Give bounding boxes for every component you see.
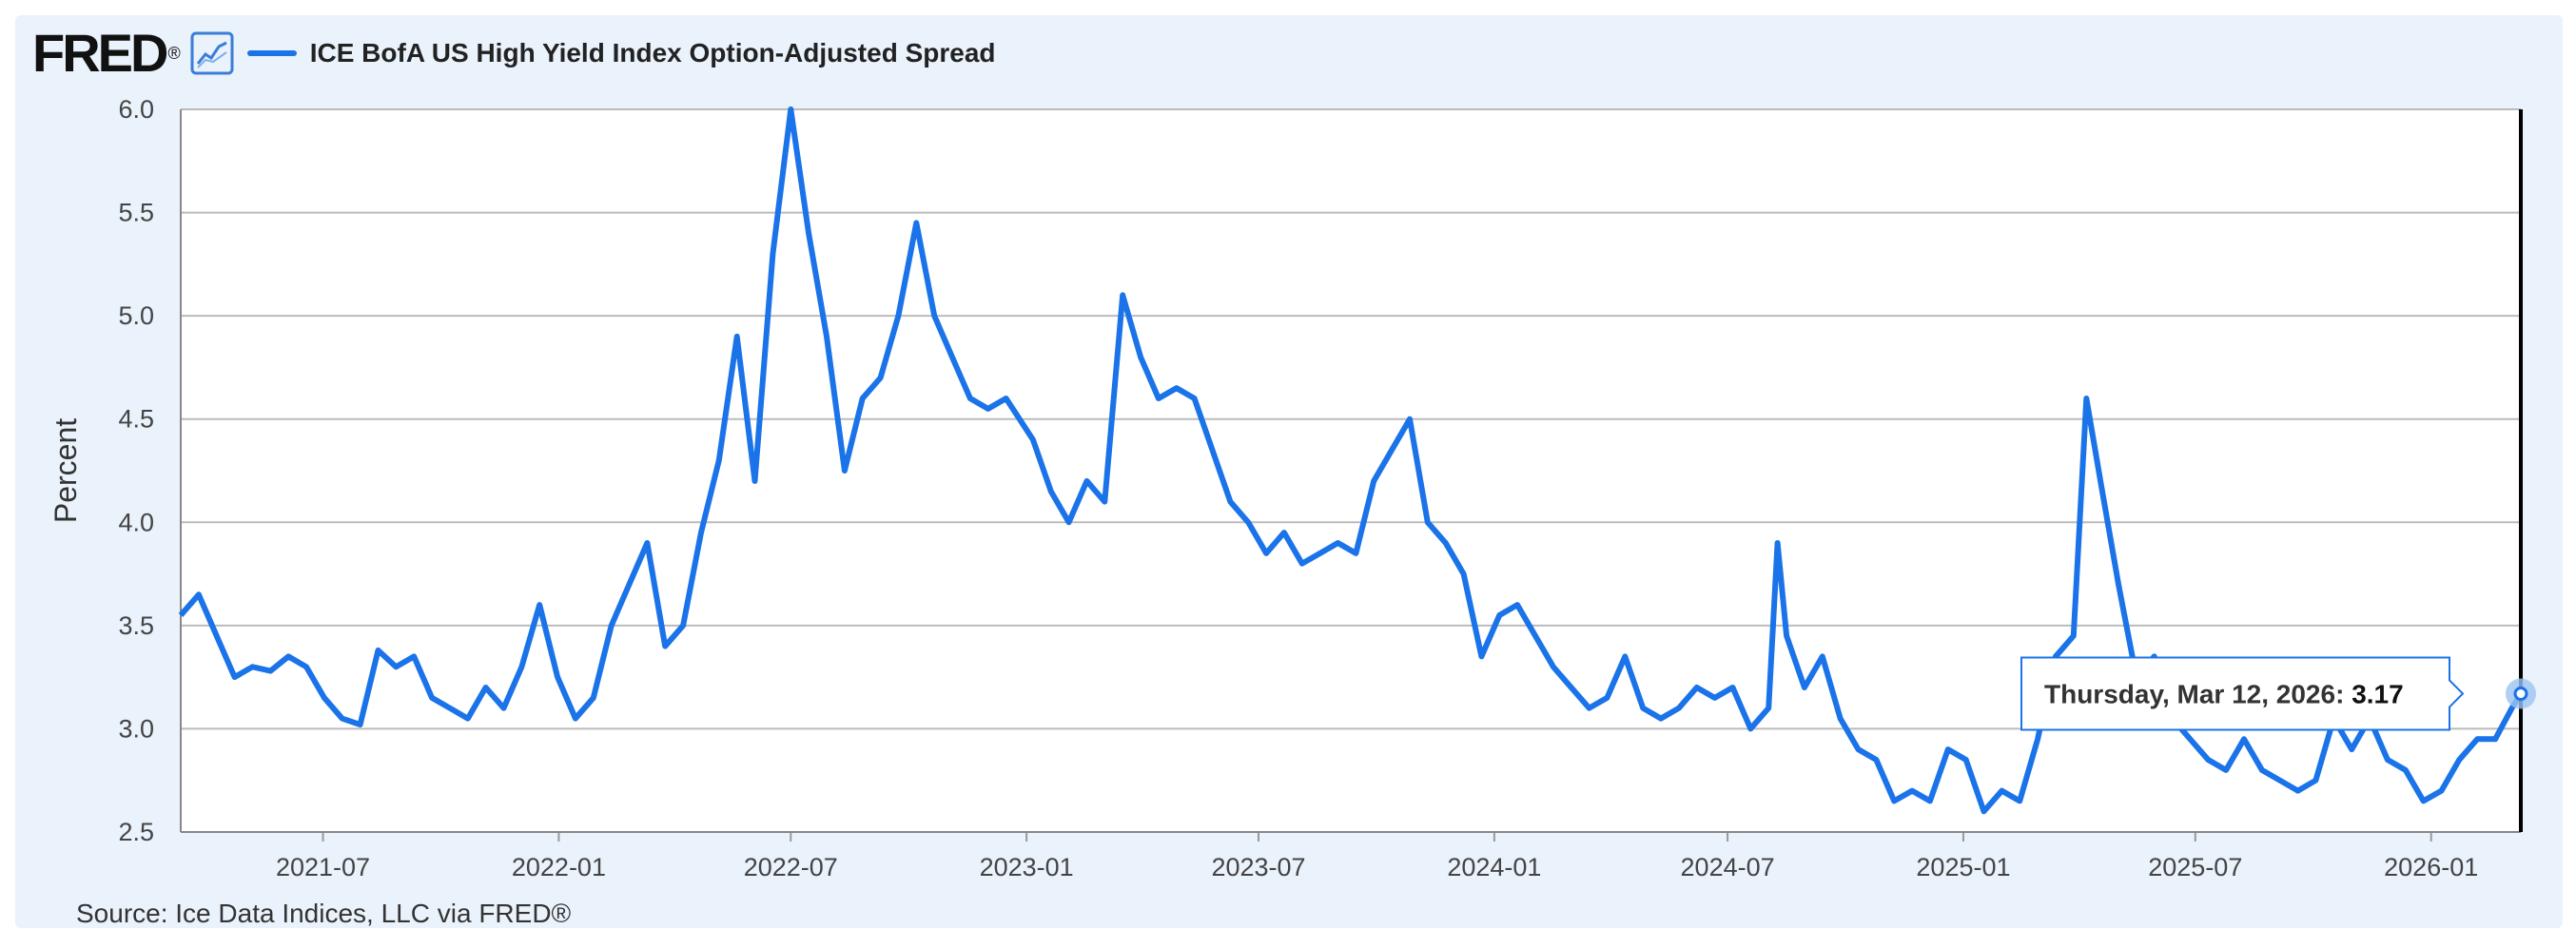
y-tick-label: 6.0 <box>118 95 154 124</box>
x-tick-label: 2024-01 <box>1447 853 1541 881</box>
line-chart-icon[interactable] <box>190 31 234 75</box>
tooltip-text: Thursday, Mar 12, 2026: 3.17 <box>2044 680 2404 709</box>
tooltip-box <box>2020 656 2465 731</box>
chart-header: FRED ® ICE BofA US High Yield Index Opti… <box>32 25 996 82</box>
y-axis-label: Percent <box>49 418 83 523</box>
y-tick-label: 3.0 <box>118 714 154 743</box>
x-tick-label: 2023-01 <box>980 853 1074 881</box>
legend-label: ICE BofA US High Yield Index Option-Adju… <box>309 38 996 68</box>
x-tick-label: 2023-07 <box>1211 853 1305 881</box>
line-chart[interactable]: 2.5 3.0 3.5 4.0 4.5 5.0 5.5 6.0 2021-07 2022-01 20… <box>0 0 2576 909</box>
y-tick-label: 4.5 <box>118 405 154 434</box>
y-tick-label: 5.0 <box>118 301 154 330</box>
y-tick-label: 5.5 <box>118 199 154 227</box>
hover-point[interactable] <box>2513 687 2528 702</box>
x-tick-label: 2021-07 <box>276 853 370 881</box>
x-tick-label: 2025-01 <box>1916 853 2010 881</box>
x-tick-label: 2022-07 <box>744 853 838 881</box>
x-tick-label: 2024-07 <box>1681 853 1775 881</box>
tooltip-value: 3.17 <box>2352 680 2404 709</box>
x-tick-label: 2022-01 <box>512 853 606 881</box>
registered-mark: ® <box>167 43 181 63</box>
y-tick-label: 2.5 <box>118 818 154 846</box>
x-tick-label: 2026-01 <box>2384 853 2478 881</box>
tooltip-date: Thursday, Mar 12, 2026: <box>2044 680 2352 709</box>
fred-logo[interactable]: FRED <box>32 23 168 83</box>
y-tick-label: 3.5 <box>118 611 154 640</box>
source-note: Source: Ice Data Indices, LLC via FRED® <box>76 899 572 928</box>
legend[interactable]: ICE BofA US High Yield Index Option-Adju… <box>246 38 996 68</box>
legend-swatch <box>246 50 297 56</box>
x-tick-label: 2025-07 <box>2148 853 2242 881</box>
y-tick-label: 4.0 <box>118 508 154 536</box>
